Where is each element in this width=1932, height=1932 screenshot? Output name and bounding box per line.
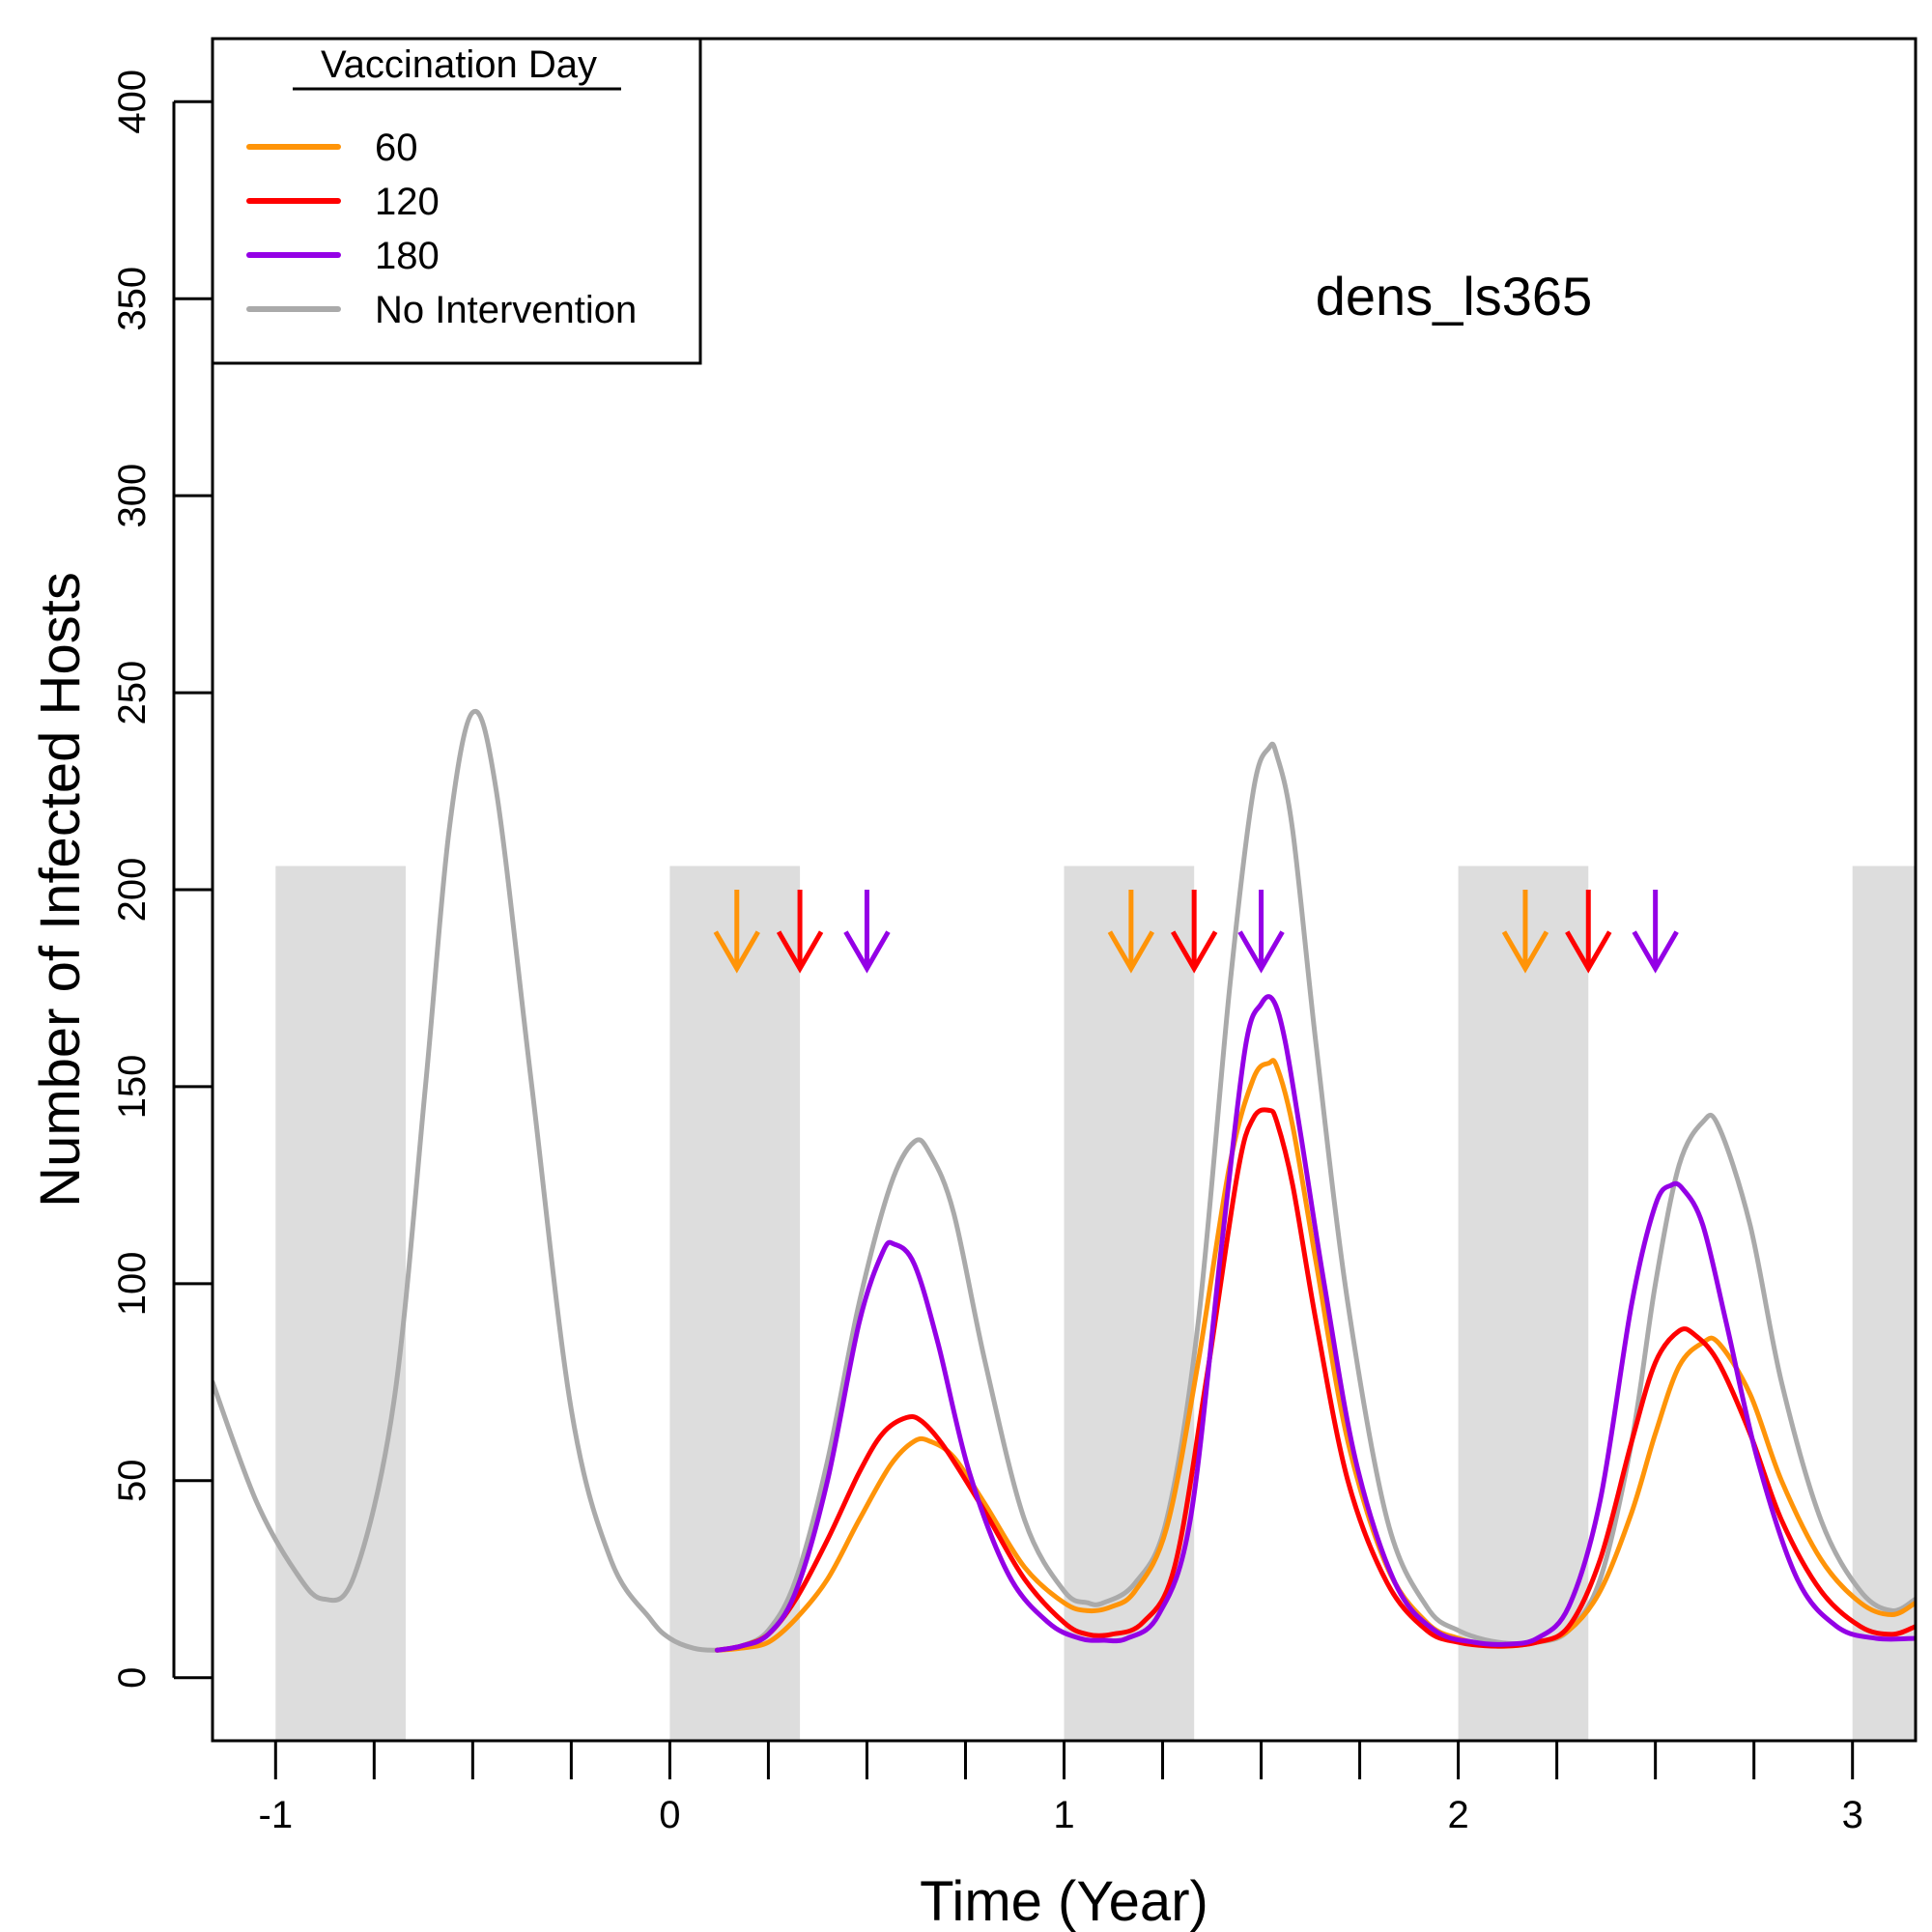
vaccination-arrow-7 <box>1565 890 1612 974</box>
y-tick-label-5: 250 <box>111 661 154 725</box>
shaded-band-0 <box>275 866 406 1741</box>
arrow-head-1 <box>776 930 824 974</box>
series-line-2 <box>714 1107 1916 1653</box>
y-tick-label-6: 300 <box>111 464 154 528</box>
x-axis: -1 0 1 2 3 <box>259 1741 1863 1836</box>
arrow-head-2 <box>843 930 891 974</box>
vaccination-arrow-0 <box>713 890 760 974</box>
vaccination-arrow-5 <box>1237 890 1285 974</box>
vaccination-arrow-8 <box>1632 890 1679 974</box>
x-tick-label-3: 2 <box>1447 1794 1468 1836</box>
y-axis: 0 50 100 150 200 250 300 350 400 <box>111 70 213 1689</box>
vaccination-arrows <box>713 890 1679 974</box>
shaded-band-1 <box>669 866 801 1741</box>
x-tick-label-0: -1 <box>259 1794 294 1836</box>
legend-title: Vaccination Day <box>321 43 597 86</box>
vaccination-arrow-6 <box>1501 890 1549 974</box>
x-tick-label-4: 3 <box>1842 1794 1863 1836</box>
legend-label-0: 60 <box>375 127 418 169</box>
series-line-1 <box>714 1058 1916 1653</box>
x-axis-title: Time (Year) <box>920 1870 1208 1932</box>
series-lines <box>213 708 1916 1653</box>
shaded-bands <box>275 866 1916 1741</box>
legend-label-1: 120 <box>375 181 440 223</box>
y-tick-label-2: 100 <box>111 1251 154 1316</box>
y-tick-label-3: 150 <box>111 1055 154 1120</box>
y-tick-label-7: 350 <box>111 267 154 331</box>
y-tick-label-0: 0 <box>111 1667 154 1689</box>
series-line-3 <box>714 994 1916 1653</box>
vaccination-arrow-4 <box>1171 890 1218 974</box>
legend-label-2: 180 <box>375 235 440 277</box>
vaccination-arrow-2 <box>843 890 891 974</box>
arrow-head-5 <box>1237 930 1285 974</box>
x-tick-label-1: 0 <box>659 1794 680 1836</box>
arrow-head-6 <box>1501 930 1549 974</box>
legend: Vaccination Day 60 120 180 No Intervention <box>211 37 702 365</box>
legend-label-3: No Intervention <box>375 289 637 331</box>
x-tick-label-2: 1 <box>1053 1794 1074 1836</box>
legend-entries: 60 120 180 No Intervention <box>246 127 637 331</box>
vaccination-arrow-1 <box>776 890 824 974</box>
arrow-head-3 <box>1107 930 1155 974</box>
y-axis-title: Number of Infected Hosts <box>29 572 92 1208</box>
y-tick-label-4: 200 <box>111 858 154 923</box>
arrow-head-0 <box>713 930 760 974</box>
arrow-head-8 <box>1632 930 1679 974</box>
vaccination-arrow-3 <box>1107 890 1155 974</box>
arrow-head-4 <box>1171 930 1218 974</box>
y-tick-label-8: 400 <box>111 70 154 134</box>
shaded-band-3 <box>1458 866 1589 1741</box>
arrow-head-7 <box>1565 930 1612 974</box>
chart-annotation: dens_ls365 <box>1316 266 1592 327</box>
y-tick-label-1: 50 <box>111 1460 154 1503</box>
